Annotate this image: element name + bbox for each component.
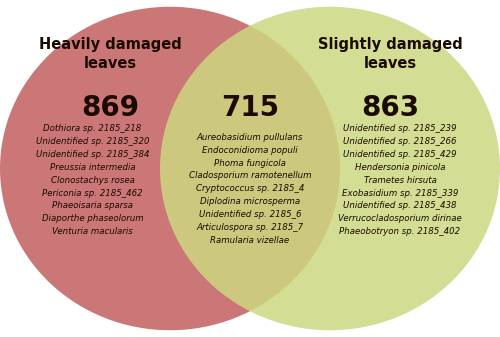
- Text: Aureobasidium pullulans
Endoconidioma populi
Phoma fungicola
Cladosporium ramote: Aureobasidium pullulans Endoconidioma po…: [189, 133, 311, 245]
- Ellipse shape: [0, 7, 340, 330]
- Ellipse shape: [160, 7, 500, 330]
- Text: 715: 715: [221, 94, 279, 122]
- Text: 869: 869: [81, 94, 139, 122]
- Text: Heavily damaged
leaves: Heavily damaged leaves: [38, 37, 182, 71]
- Text: Unidentified sp. 2185_239
Unidentified sp. 2185_266
Unidentified sp. 2185_429
He: Unidentified sp. 2185_239 Unidentified s…: [338, 124, 462, 236]
- Text: Dothiora sp. 2185_218
Unidentified sp. 2185_320
Unidentified sp. 2185_384
Preuss: Dothiora sp. 2185_218 Unidentified sp. 2…: [36, 124, 149, 236]
- Text: Slightly damaged
leaves: Slightly damaged leaves: [318, 37, 462, 71]
- Text: 863: 863: [361, 94, 419, 122]
